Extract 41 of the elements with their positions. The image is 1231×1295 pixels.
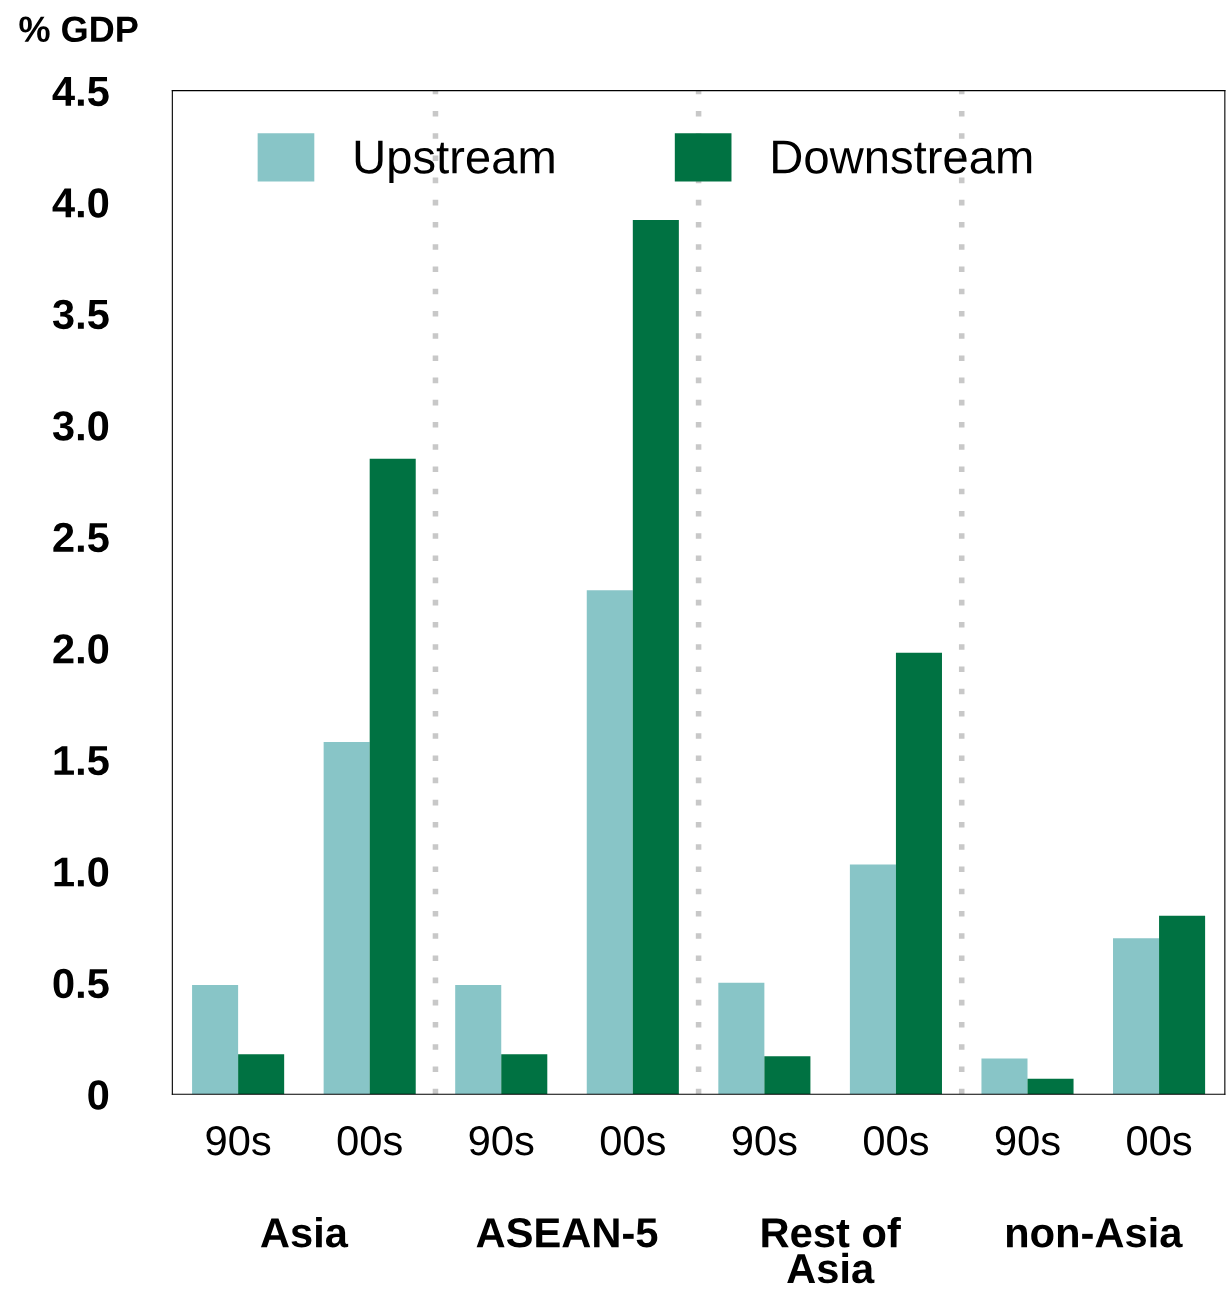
bar	[238, 1054, 285, 1095]
bar	[501, 1054, 548, 1095]
y-axis-title: % GDP	[19, 16, 138, 43]
bar	[632, 220, 679, 1095]
x-tick-label: 90s	[206, 1125, 271, 1156]
bar	[1027, 1078, 1074, 1095]
bar	[1113, 938, 1160, 1095]
bar	[586, 590, 633, 1095]
text: Rest of Asia	[762, 1216, 901, 1284]
x-tick-label: 00s	[1127, 1125, 1192, 1156]
y-tick-label: 4.0	[52, 188, 109, 218]
legend-label: Downstream	[773, 140, 1032, 174]
bar	[895, 652, 942, 1095]
text: ASEAN-5	[476, 1218, 658, 1248]
bar	[323, 741, 370, 1095]
y-tick-label: 0.5	[53, 968, 109, 999]
y-tick-label: 3.5	[52, 299, 109, 330]
bar	[192, 984, 239, 1095]
bar	[981, 1058, 1028, 1095]
bar	[455, 984, 502, 1095]
x-tick-label: 00s	[600, 1125, 665, 1156]
y-tick-label: 3.0	[52, 411, 109, 441]
y-tick-label: 2.0	[53, 634, 109, 664]
y-tick-label: 4.5	[52, 77, 109, 107]
bar	[764, 1056, 811, 1095]
bar	[849, 864, 896, 1095]
bar	[718, 982, 765, 1095]
x-tick-label: 00s	[863, 1125, 929, 1156]
text: non-Asia	[1006, 1216, 1183, 1248]
legend-label: Upstream	[355, 140, 554, 184]
bar	[1159, 915, 1206, 1095]
y-tick-label: 2.5	[53, 522, 109, 553]
y-tick-label: 1.5	[54, 746, 109, 776]
y-tick-label: 0	[88, 1080, 109, 1110]
x-tick-label: 90s	[469, 1125, 534, 1156]
bar	[369, 458, 416, 1095]
x-tick-label: 90s	[732, 1125, 797, 1156]
y-tick-label: 1.0	[54, 857, 109, 887]
text: Asia	[260, 1216, 349, 1248]
x-tick-label: 90s	[995, 1125, 1060, 1156]
x-tick-label: 00s	[337, 1125, 402, 1156]
